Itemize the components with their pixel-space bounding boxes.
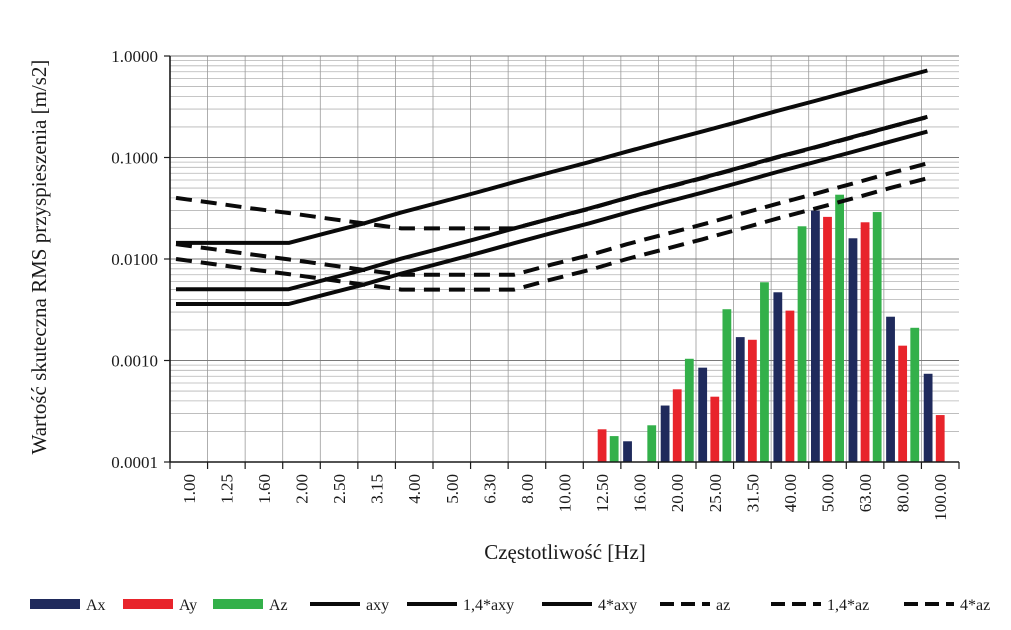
legend-label: Ay [179,597,197,614]
x-tick-label: 2.50 [330,474,349,504]
x-tick-label: 4.00 [405,474,424,504]
bar-ay-31.50 [747,339,757,462]
y-tick-label: 0.0001 [111,453,158,472]
bar-ay-80.00 [898,345,908,462]
x-tick-label: 40.00 [781,474,800,512]
bar-ax-25.00 [698,367,708,462]
bar-ax-31.50 [735,337,745,462]
bar-ay-25.00 [710,396,720,462]
bar-ay-40.00 [785,310,795,462]
bar-az-25.00 [722,309,732,462]
bar-az-20.00 [684,358,694,462]
x-tick-label: 1.00 [180,474,199,504]
line-1-4-az [175,161,928,277]
legend-label: Ax [86,597,106,614]
x-tick-label: 8.00 [518,474,537,504]
bar-ay-50.00 [823,216,832,462]
bar-az-63.00 [872,212,882,462]
x-tick-label: 3.15 [368,474,387,504]
legend-swatch-ay [123,599,173,609]
x-tick-label: 80.00 [894,474,913,512]
y-tick-label: 1.0000 [111,47,158,66]
line-4-axy [176,68,928,245]
bar-ay-20.00 [672,389,682,462]
y-axis-label: Wartość skuteczna RMS przyspieszenia [m/… [27,60,51,455]
limit-lines [175,68,928,306]
y-tick-labels: 0.0001 0.0010 0.0100 0.1000 1.0000 [111,47,158,472]
line-axy [176,129,928,306]
bars [585,194,945,463]
x-tick-label: 16.00 [631,474,650,512]
x-tick-label: 1.60 [255,474,274,504]
bar-ax-16.00 [623,441,632,462]
x-tick-label: 25.00 [706,474,725,512]
legend: Ax Ay Az axy 1,4*axy 4*axy az 1,4*az 4*az [30,597,990,614]
x-tick-label: 31.50 [743,474,762,512]
bar-ax-80.00 [886,316,895,462]
legend-label: 1,4*az [827,597,869,614]
bar-az-31.50 [760,282,769,462]
bar-az-12.50 [609,436,619,462]
axes [164,55,960,469]
x-tick-label: 6.30 [480,474,499,504]
x-tick-label: 2.00 [293,474,312,504]
bar-ax-20.00 [660,405,670,462]
line-4-az [175,115,928,231]
bar-ax-100.00 [923,373,933,462]
line-az [175,176,928,292]
x-axis-label: Częstotliwość [Hz] [484,540,646,564]
bar-ay-100.00 [935,415,945,462]
legend-swatch-az [213,599,263,609]
legend-label: axy [366,597,389,614]
bar-az-50.00 [835,194,844,463]
bar-ay-63.00 [860,222,870,462]
y-tick-label: 0.0100 [111,250,158,269]
x-tick-label: 10.00 [556,474,575,512]
bar-az-16.00 [647,425,657,462]
y-tick-label: 0.0010 [111,352,158,371]
legend-label: 4*axy [598,597,637,614]
x-tick-label: 63.00 [856,474,875,512]
bar-ax-40.00 [773,292,783,462]
x-tick-label: 1.25 [217,474,236,504]
bar-ay-12.50 [597,429,607,462]
x-tick-label: 50.00 [819,474,838,512]
x-tick-labels: 1.00 1.25 1.60 2.00 2.50 3.15 4.00 5.00 6.30 8.00… [180,474,950,521]
x-tick-label: 12.50 [593,474,612,512]
bar-ax-50.00 [811,210,820,462]
legend-label: az [716,597,730,614]
x-tick-label: 5.00 [443,474,462,504]
bar-ax-63.00 [848,238,858,462]
bar-az-40.00 [797,226,807,462]
x-tick-label: 100.00 [931,474,950,521]
legend-label: 1,4*axy [463,597,514,614]
legend-label: Az [269,597,288,614]
y-tick-label: 0.1000 [111,149,158,168]
legend-swatch-ax [30,599,80,609]
legend-label: 4*az [960,597,990,614]
x-tick-label: 20.00 [668,474,687,512]
bar-az-80.00 [910,327,920,462]
